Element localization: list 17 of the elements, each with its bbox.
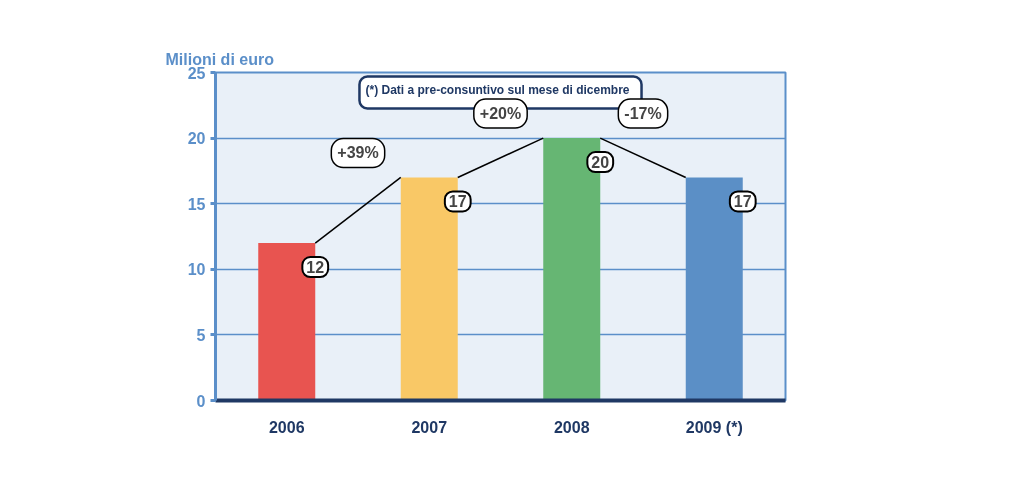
y-tick-label: 0 (196, 392, 206, 410)
annotation: +20% (479, 105, 522, 123)
y-tick-label: 20 (187, 130, 206, 148)
data-label: 12 (306, 259, 325, 277)
data-label: 17 (733, 193, 752, 211)
x-tick-label: 2007 (411, 418, 448, 436)
annotation: -17% (624, 105, 662, 123)
annotation: (*) Dati a pre-consuntivo sul mese di dicembre (365, 82, 630, 97)
data-label: 17 (448, 193, 467, 211)
x-tick-label: 2008 (553, 418, 590, 436)
annotation: +39% (337, 144, 379, 162)
y-tick-label: 5 (196, 326, 206, 344)
x-tick-label: 2006 (268, 418, 305, 436)
data-label: 20 (591, 154, 610, 172)
y-tick-label: 15 (187, 195, 206, 213)
x-tick-label: 2009 (*) (685, 418, 743, 436)
y-tick-label: 10 (187, 261, 206, 279)
